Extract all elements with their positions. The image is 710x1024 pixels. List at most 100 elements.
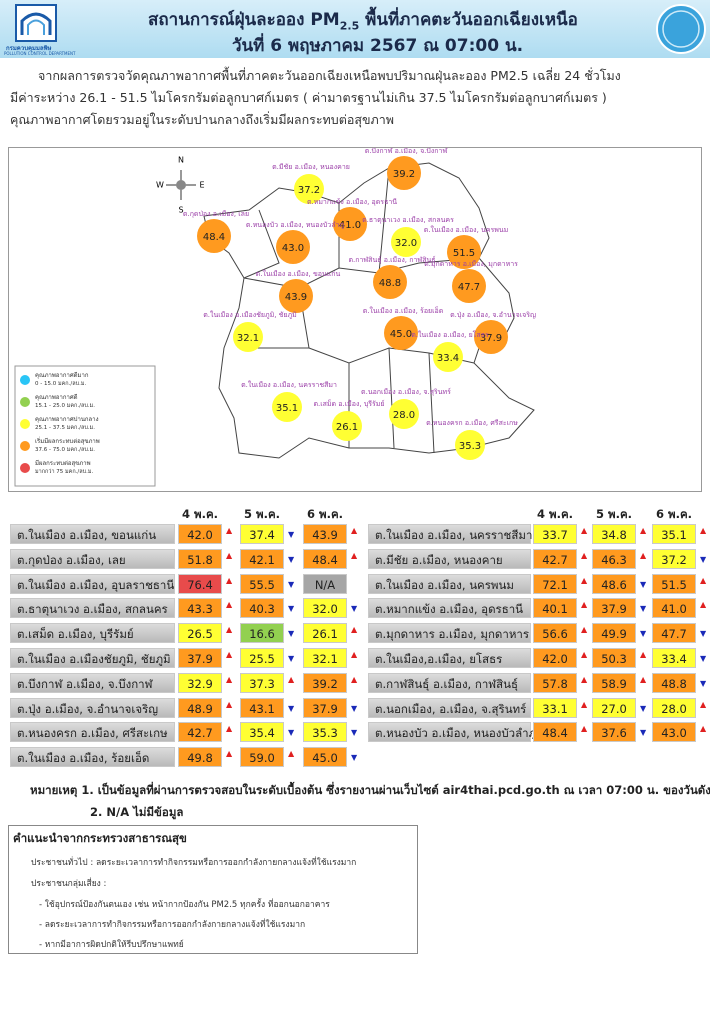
trend-arrow: ▲ — [581, 575, 588, 585]
value-cell: 51.5 — [652, 573, 696, 594]
marker-value: 41.0 — [339, 220, 361, 231]
marker-value: 26.1 — [336, 422, 358, 433]
trend-arrow: ▼ — [700, 654, 707, 663]
station-name: ต.ในเมือง อ.เมือง, นครราชสีมา — [368, 524, 532, 544]
map-panel: N E S W คุณภาพอากาศดีมาก 0 - 15.0 มคก./ลบ.ม. ค… — [8, 146, 702, 492]
trend-arrow: ▲ — [581, 526, 588, 535]
value-cell: 32.1 — [303, 648, 347, 668]
value-cell: 42.0 — [533, 648, 577, 668]
station-name: ต.หนองครก อ.เมือง, ศรีสะเกษ — [10, 722, 175, 743]
marker — [433, 342, 463, 372]
trend-arrow: ▼ — [351, 604, 358, 614]
value-cell: 51.8 — [178, 548, 222, 569]
marker — [389, 399, 419, 429]
legend-swatch — [20, 463, 30, 473]
value-cell: 57.8 — [533, 672, 577, 693]
compass-letter: S — [178, 206, 183, 215]
marker-label: ต.ธาตุนาเวง อ.เมือง, สกลนคร — [362, 216, 454, 224]
value-cell: 76.4 — [178, 573, 222, 594]
marker-label: ต.ในเมือง อ.เมือง, ขอนแก่น — [256, 269, 341, 278]
logo-left — [15, 4, 57, 42]
marker — [452, 269, 486, 303]
trend-arrow: ▲ — [226, 674, 233, 684]
logo-text-th: กรมควบคุมมลพิษ — [6, 45, 52, 52]
trend-arrow: ▲ — [700, 699, 707, 709]
marker-value: 48.8 — [379, 278, 401, 289]
marker-value: 45.0 — [390, 329, 412, 340]
trend-arrow: ▲ — [226, 575, 233, 585]
value-cell: 35.4 — [240, 722, 284, 743]
marker-label: ต.ในเมือง อ.เมือง, นครราชสีมา — [241, 380, 337, 389]
advice-line: ประชาชนกลุ่มเสี่ยง : — [31, 879, 107, 889]
station-name: ต.ปุ่ง อ.เมือง, จ.อำนาจเจริญ — [10, 697, 175, 718]
value-cell: 50.3 — [592, 648, 636, 668]
date: วันที่ 6 พฤษภาคม 2567 ณ 07:00 น. — [232, 36, 524, 56]
trend-arrow: ▲ — [288, 749, 295, 759]
value-cell: 37.9 — [592, 598, 636, 619]
legend-label: คุณภาพอากาศดีมาก — [35, 371, 89, 379]
marker-label: ต.มุกดาหาร อ.เมือง, มุกดาหาร — [424, 260, 518, 268]
logo-right — [656, 4, 706, 54]
station-name: ต.นอกเมือง, อ.เมือง, จ.สุรินทร์ — [368, 697, 531, 718]
value-cell: 33.1 — [533, 697, 577, 718]
value-cell: 48.4 — [303, 548, 347, 569]
value-cell: 42.0 — [178, 524, 222, 544]
value-cell: 43.1 — [240, 697, 284, 718]
value-cell: 37.9 — [178, 648, 222, 668]
trend-arrow: ▼ — [288, 629, 295, 639]
station-name: ต.ในเมือง อ.เมือง, นครพนม — [368, 573, 531, 594]
legend-box — [14, 365, 156, 487]
station-name: ต.มีชัย อ.เมือง, หนองคาย — [368, 548, 531, 569]
marker — [387, 156, 421, 190]
trend-arrow: ▲ — [700, 526, 707, 535]
value-cell: 33.7 — [533, 524, 577, 544]
marker — [276, 230, 310, 264]
legend-label: เริ่มมีผลกระทบต่อสุขภาพ — [35, 437, 100, 445]
title-text: พื้นที่ภาคตะวันออกเฉียงเหนือ — [359, 10, 578, 30]
value-cell: 25.5 — [240, 648, 284, 668]
marker-value: 37.2 — [298, 185, 320, 196]
trend-arrow: ▲ — [226, 526, 233, 535]
trend-arrow: ▲ — [581, 625, 588, 635]
marker-value: 35.1 — [276, 403, 298, 414]
marker — [233, 322, 263, 352]
value-cell: 28.0 — [652, 697, 696, 718]
trend-arrow: ▼ — [700, 629, 707, 639]
day-header: 4 พ.ค. — [181, 507, 219, 521]
marker-label: ต.กาฬสินธุ์ อ.เมือง, กาฬสินธุ์ — [348, 256, 435, 264]
advice-line: - หากมีอาการผิดปกติให้รีบปรึกษาแพทย์ — [39, 940, 184, 950]
trend-arrow: ▲ — [640, 674, 647, 684]
value-cell: 48.8 — [652, 672, 696, 693]
value-cell: 42.7 — [533, 548, 577, 569]
value-cell: N/A — [303, 573, 347, 594]
trend-arrow: ▼ — [288, 530, 295, 539]
trend-arrow: ▼ — [640, 604, 647, 614]
marker-label: ต.ปุ่ง อ.เมือง, จ.อำนาจเจริญ — [450, 311, 536, 319]
marker-value: 28.0 — [393, 410, 415, 421]
intro-line: จากผลการตรวจวัดคุณภาพอากาศพื้นที่ภาคตะวั… — [38, 68, 621, 83]
station-name: ต.มุกดาหาร อ.เมือง, มุกดาหาร — [368, 623, 531, 644]
trend-arrow: ▲ — [640, 526, 647, 535]
marker-value: 37.9 — [480, 333, 502, 344]
value-cell: 42.7 — [178, 722, 222, 743]
compass-letter: N — [178, 156, 184, 165]
value-cell: 55.5 — [240, 573, 284, 594]
trend-arrow: ▼ — [288, 554, 295, 564]
trend-arrow: ▲ — [226, 650, 233, 659]
station-name: ต.ในเมือง อ.เมืองชัยภูมิ, ชัยภูมิ — [10, 648, 175, 668]
advice-line: - ใช้อุปกรณ์ป้องกันตนเอง เช่น หน้ากากป้อ… — [39, 900, 330, 910]
value-cell: 48.9 — [178, 697, 222, 718]
day-header: 6 พ.ค. — [655, 507, 693, 521]
station-name: ต.ในเมือง อ.เมือง, อุบลราชธานี — [10, 573, 175, 594]
marker-value: 51.5 — [453, 248, 475, 259]
trend-arrow: ▲ — [700, 575, 707, 585]
trend-arrow: ▲ — [581, 674, 588, 684]
compass — [166, 170, 196, 200]
marker-label: ต.ในเมือง อ.เมืองชัยภูมิ, ชัยภูมิ — [203, 310, 297, 319]
marker-label: ต.หนองครก อ.เมือง, ศรีสะเกษ — [426, 419, 518, 427]
trend-arrow: ▲ — [351, 650, 358, 659]
trend-arrow: ▼ — [700, 554, 707, 564]
trend-arrow: ▼ — [288, 728, 295, 738]
marker-value: 39.2 — [393, 169, 415, 180]
value-cell: 37.3 — [240, 672, 284, 693]
